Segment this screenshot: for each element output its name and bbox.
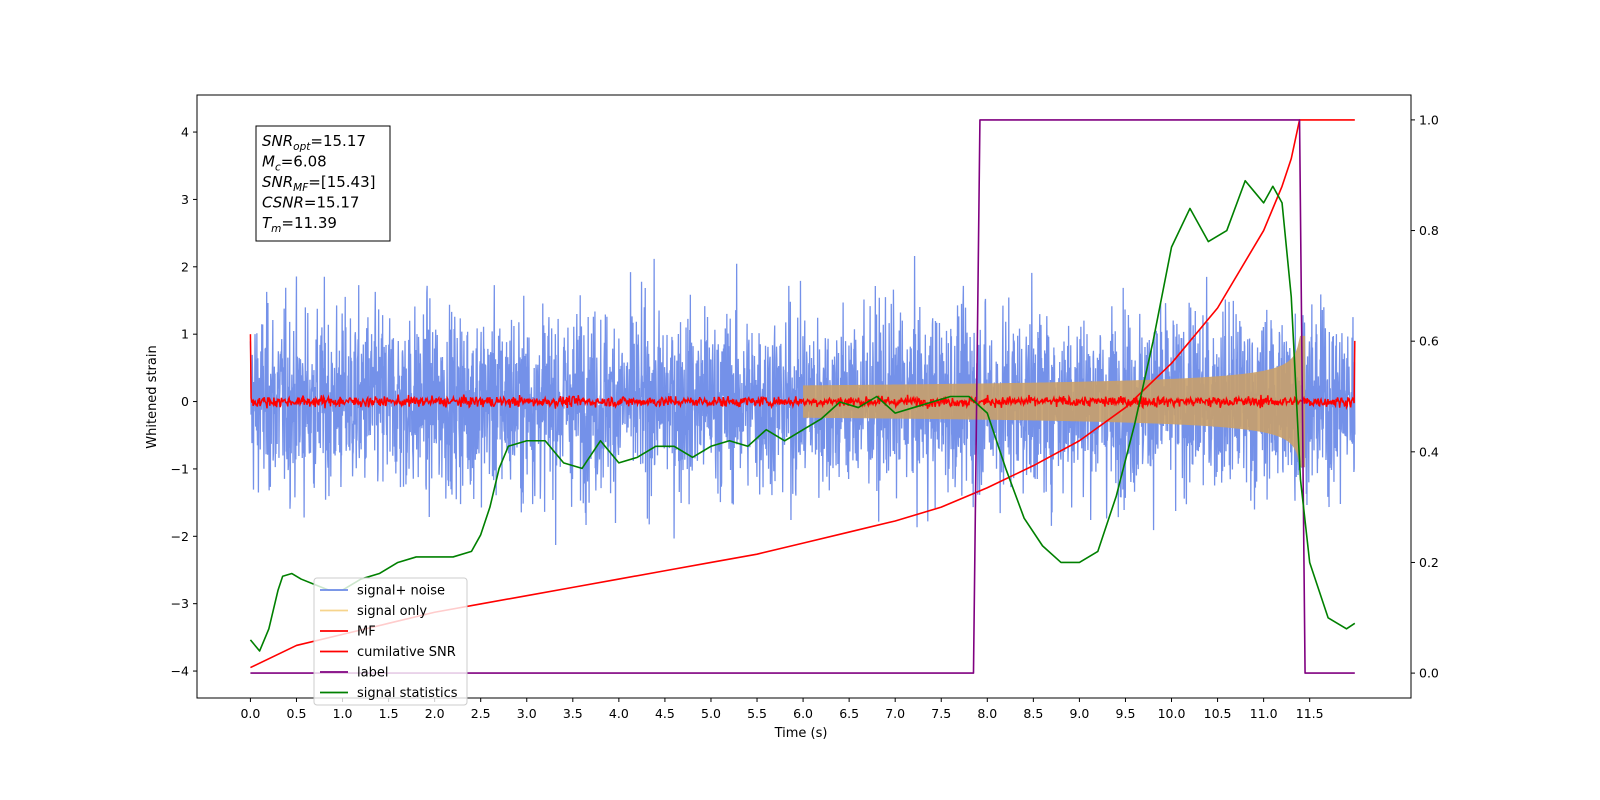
x-tick-label: 8.0 [977,706,997,721]
legend-frame [313,577,468,706]
y-axis-left: −4 −3 −2 −1 0 1 2 3 4 [171,125,197,679]
legend-label: signal only [357,604,427,619]
plot-frame [196,94,1412,699]
x-tick-label: 3.5 [563,706,583,721]
x-tick-label: 0.5 [287,706,307,721]
x-tick-label: 3.0 [517,706,537,721]
y-tick-label: −2 [171,529,189,544]
y2-tick-label: 0.4 [1419,444,1439,459]
legend-label: signal statistics [357,686,458,701]
x-tick-label: 10.5 [1204,706,1232,721]
legend: signal+ noise signal only MF cumilative SNR… [313,577,468,706]
stats-line: SNRopt=15.17 [262,132,366,153]
y2-tick-label: 0.0 [1419,666,1439,681]
legend-label: cumilative SNR [357,645,456,660]
y-tick-label: −4 [171,664,189,679]
stats-box: SNRopt=15.17Mc=6.08SNRMF=[15.43]CSNR=15.… [255,125,391,242]
y2-tick-label: 0.8 [1419,223,1439,238]
y-tick-label: 2 [181,259,189,274]
stats-line: SNRMF=[15.43] [262,173,376,194]
x-tick-label: 8.5 [1023,706,1043,721]
x-tick-label: 11.0 [1250,706,1278,721]
x-tick-label: 5.0 [701,706,721,721]
y-tick-label: 3 [181,192,189,207]
x-tick-label: 11.5 [1296,706,1324,721]
x-tick-label: 6.5 [839,706,859,721]
y-tick-label: 4 [181,125,189,140]
x-tick-label: 7.0 [885,706,905,721]
y-axis-label: Whitened strain [145,345,160,448]
x-tick-label: 2.5 [471,706,491,721]
x-tick-label: 4.0 [609,706,629,721]
legend-label: MF [357,625,376,640]
x-tick-label: 1.5 [379,706,399,721]
x-tick-label: 9.0 [1069,706,1089,721]
x-tick-label: 9.5 [1116,706,1136,721]
x-axis-label: Time (s) [774,726,828,741]
y2-tick-label: 0.6 [1419,334,1439,349]
x-tick-label: 0.0 [240,706,260,721]
x-axis: 0.0 0.5 1.0 1.5 2.0 2.5 3.0 3.5 4.0 4.5 5.0 5.5 6.0 6… [240,698,1324,721]
stats-line: Tm=11.39 [262,214,337,235]
stats-box-frame [255,125,391,242]
x-tick-label: 7.5 [931,706,951,721]
y2-tick-label: 1.0 [1419,112,1439,127]
stats-line: Mc=6.08 [262,153,327,174]
x-tick-label: 1.0 [333,706,353,721]
x-tick-label: 10.0 [1158,706,1186,721]
y-tick-label: −1 [171,461,189,476]
stats-line: CSNR=15.17 [262,194,359,212]
legend-label: label [357,666,388,681]
legend-label: signal+ noise [357,584,445,599]
y-tick-label: 0 [181,394,189,409]
y2-tick-label: 0.2 [1419,555,1439,570]
x-tick-label: 2.0 [425,706,445,721]
series-mf [249,334,1356,411]
y-tick-label: 1 [181,327,189,342]
y-axis-right: 0.0 0.2 0.4 0.6 0.8 1.0 [1411,112,1439,681]
x-tick-label: 5.5 [747,706,767,721]
x-tick-label: 4.5 [655,706,675,721]
series-signal-noise [249,256,1356,545]
series-label [250,119,1355,674]
x-tick-label: 6.0 [793,706,813,721]
y-tick-label: −3 [171,596,189,611]
series-signal-statistics [249,179,1356,652]
